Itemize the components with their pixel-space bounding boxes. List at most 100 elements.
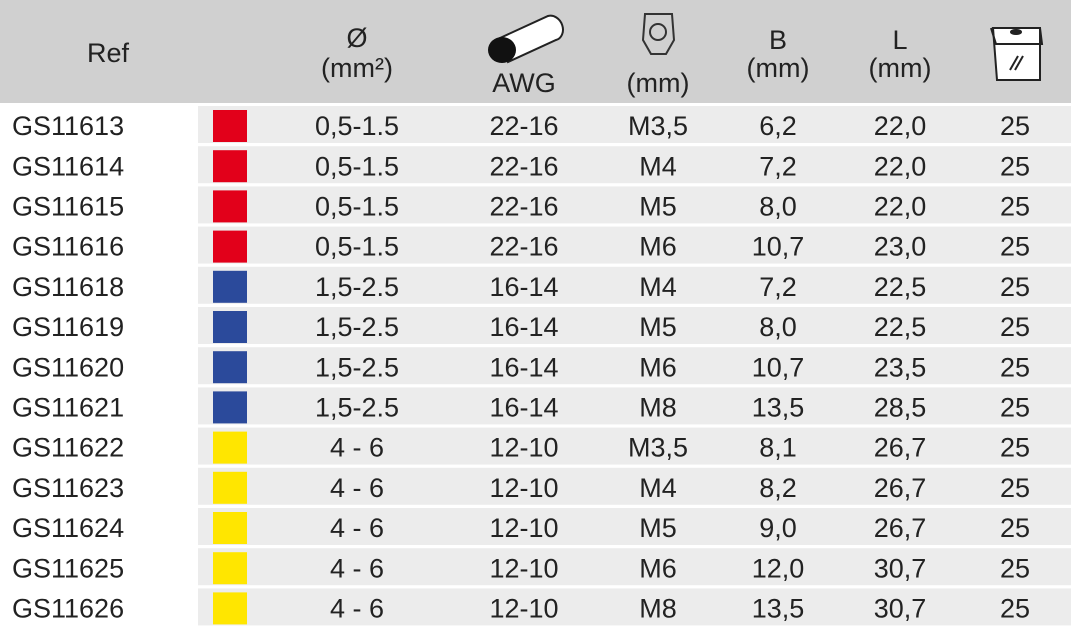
cell-section: 4 - 6 (330, 553, 384, 583)
cell-stud: M6 (639, 352, 677, 382)
cell-ref: GS11621 (12, 393, 124, 423)
color-swatch (213, 552, 247, 585)
cell-stud: M6 (639, 232, 677, 262)
cell-section: 4 - 6 (330, 473, 384, 503)
wire-icon (488, 14, 564, 64)
cell-ref: GS11623 (12, 473, 124, 503)
cell-l: 22,0 (874, 111, 927, 141)
cell-qty: 25 (1000, 433, 1030, 463)
cell-l: 26,7 (874, 433, 927, 463)
row-bg (198, 106, 1071, 143)
header-diameter: Ø (346, 23, 367, 53)
cell-qty: 25 (1000, 352, 1030, 382)
cell-b: 8,1 (759, 433, 797, 463)
cell-stud: M8 (639, 393, 677, 423)
cell-stud: M4 (639, 272, 677, 302)
cell-awg: 12-10 (489, 473, 558, 503)
cell-section: 1,5-2.5 (315, 312, 399, 342)
row-bg (198, 548, 1071, 586)
cell-qty: 25 (1000, 232, 1030, 262)
cell-stud: M5 (639, 312, 677, 342)
header-b-unit: (mm) (747, 53, 810, 83)
cell-section: 1,5-2.5 (315, 272, 399, 302)
cell-section: 0,5-1.5 (315, 111, 399, 141)
cell-awg: 16-14 (489, 393, 558, 423)
cell-section: 1,5-2.5 (315, 393, 399, 423)
row-bg (198, 387, 1071, 425)
cell-qty: 25 (1000, 111, 1030, 141)
cell-l: 22,0 (874, 192, 927, 222)
cell-awg: 12-10 (489, 553, 558, 583)
cell-b: 8,0 (759, 192, 797, 222)
cell-b: 10,7 (752, 232, 805, 262)
cell-l: 30,7 (874, 594, 927, 624)
color-swatch (213, 110, 247, 142)
row-bg (198, 307, 1071, 344)
cell-ref: GS11614 (12, 151, 124, 181)
cell-stud: M4 (639, 151, 677, 181)
row-bg (198, 266, 1071, 304)
cell-b: 10,7 (752, 352, 805, 382)
cell-stud: M3,5 (628, 433, 688, 463)
cell-ref: GS11618 (12, 272, 124, 302)
cell-awg: 12-10 (489, 513, 558, 543)
color-swatch (213, 512, 247, 544)
color-swatch (213, 190, 247, 223)
lug-icon (641, 13, 676, 55)
color-swatch (213, 391, 247, 424)
cell-qty: 25 (1000, 151, 1030, 181)
row-bg (198, 427, 1071, 465)
cell-l: 22,5 (874, 312, 927, 342)
cell-qty: 25 (1000, 553, 1030, 583)
cell-ref: GS11620 (12, 352, 124, 382)
cell-qty: 25 (1000, 513, 1030, 543)
cell-section: 4 - 6 (330, 594, 384, 624)
rows: GS11613 0,5-1.5 22-16 M3,5 6,2 22,0 25 GS11614 0… (12, 106, 1071, 626)
row-bg (198, 226, 1071, 264)
cell-ref: GS11613 (12, 111, 124, 141)
cell-stud: M8 (639, 594, 677, 624)
cell-section: 0,5-1.5 (315, 232, 399, 262)
row-bg (198, 186, 1071, 224)
row-bg (198, 347, 1071, 385)
cell-qty: 25 (1000, 312, 1030, 342)
cell-ref: GS11626 (12, 594, 124, 624)
cell-stud: M5 (639, 513, 677, 543)
cell-l: 23,5 (874, 352, 927, 382)
cell-b: 13,5 (752, 594, 805, 624)
cell-ref: GS11622 (12, 433, 124, 463)
cell-l: 23,0 (874, 232, 927, 262)
cell-section: 1,5-2.5 (315, 352, 399, 382)
cell-ref: GS11625 (12, 553, 124, 583)
cell-ref: GS11615 (12, 192, 124, 222)
cell-l: 22,0 (874, 151, 927, 181)
cell-b: 7,2 (759, 151, 797, 181)
cell-b: 9,0 (759, 513, 797, 543)
cell-section: 4 - 6 (330, 513, 384, 543)
cell-b: 8,0 (759, 312, 797, 342)
cell-l: 30,7 (874, 553, 927, 583)
cell-stud: M3,5 (628, 111, 688, 141)
header-l-unit: (mm) (869, 53, 932, 83)
header-l: L (892, 25, 907, 55)
header-b: B (769, 25, 787, 55)
cell-qty: 25 (1000, 393, 1030, 423)
cell-l: 28,5 (874, 393, 927, 423)
cell-l: 26,7 (874, 513, 927, 543)
cell-qty: 25 (1000, 594, 1030, 624)
color-swatch (213, 311, 247, 343)
header-diameter-unit: (mm²) (321, 53, 393, 83)
cell-qty: 25 (1000, 473, 1030, 503)
cell-awg: 22-16 (489, 232, 558, 262)
cell-stud: M5 (639, 192, 677, 222)
cell-b: 13,5 (752, 393, 805, 423)
cell-awg: 22-16 (489, 192, 558, 222)
color-swatch (213, 592, 247, 625)
cell-awg: 22-16 (489, 151, 558, 181)
cell-awg: 16-14 (489, 352, 558, 382)
cell-qty: 25 (1000, 272, 1030, 302)
cell-b: 8,2 (759, 473, 797, 503)
color-swatch (213, 230, 247, 263)
cell-ref: GS11624 (12, 513, 124, 543)
cell-b: 7,2 (759, 272, 797, 302)
